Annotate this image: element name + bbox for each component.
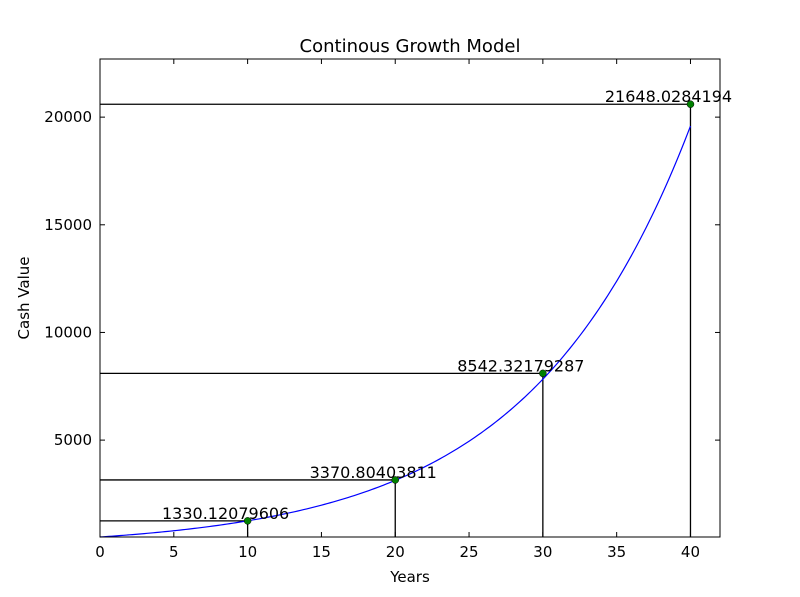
y-tick-label: 15000 [44, 216, 92, 234]
x-tick-label: 15 [312, 543, 331, 561]
x-tick-label: 25 [460, 543, 479, 561]
axes-layer: 0 5 10 15 20 25 30 35 40 5000 10000 15000 20000 [44, 59, 720, 561]
x-tick-label: 5 [169, 543, 179, 561]
data-label: 1330.12079606 [162, 504, 289, 523]
y-axis-title: Cash Value [15, 257, 33, 340]
data-label: 3370.80403811 [310, 463, 437, 482]
x-tick-label: 40 [681, 543, 700, 561]
x-tick-label: 10 [238, 543, 257, 561]
plot-frame [99, 58, 721, 538]
data-point [243, 517, 252, 525]
x-axis-title: Years [389, 568, 430, 586]
y-tick-label: 5000 [54, 431, 92, 449]
x-tick-label: 30 [533, 543, 552, 561]
x-tick-label: 0 [95, 543, 105, 561]
data-point [391, 476, 399, 484]
data-label: 21648.0284194 [605, 87, 732, 106]
data-label: 8542.32179287 [457, 356, 584, 375]
plot-layer: 1330.12079606 3370.80403811 8542.32179287 2… [99, 87, 732, 538]
data-point [686, 100, 695, 108]
y-tick-label: 20000 [44, 108, 92, 126]
chart-title: Continous Growth Model [300, 36, 521, 57]
y-tick-label: 10000 [44, 323, 92, 341]
x-tick-label: 20 [386, 543, 405, 561]
data-point [539, 369, 547, 378]
x-tick-label: 35 [607, 543, 626, 561]
